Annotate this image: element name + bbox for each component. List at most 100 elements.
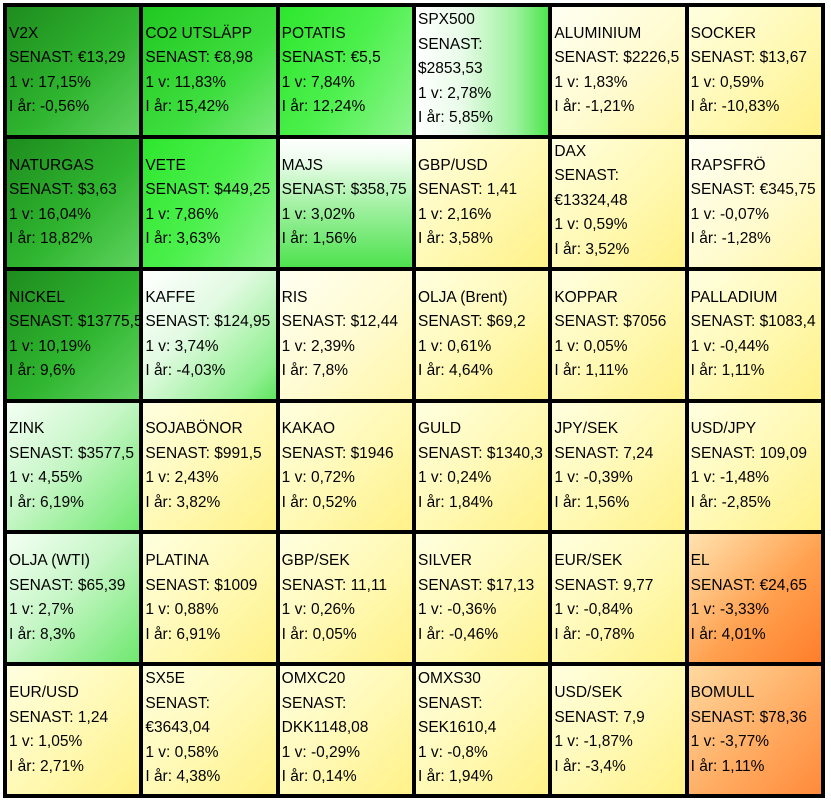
tile-week-change: 1 v: -1,48%: [690, 469, 770, 487]
tile-ytd-change: I år: 0,14%: [281, 768, 357, 786]
tile-ytd-change: I år: 4,01%: [690, 625, 766, 643]
tile-omxc20: OMXC20 SENAST: DKK1148,08 1 v: -0,29% I …: [279, 666, 412, 794]
tile-last: SENAST: €13,29: [9, 49, 126, 67]
tile-last: SENAST: $358,75: [281, 181, 407, 199]
tile-last-label: SENAST:: [145, 694, 210, 712]
tile-week-change: 1 v: 0,24%: [417, 469, 492, 487]
tile-ytd-change: I år: 8,3%: [9, 625, 76, 643]
tile-ytd-change: I år: 1,56%: [281, 230, 357, 248]
tile-last: SENAST: $17,13: [417, 576, 535, 594]
tile-name: EL: [690, 552, 710, 570]
tile-last: SENAST: 11,11: [281, 576, 388, 594]
tile-ytd-change: I år: 6,19%: [9, 493, 84, 511]
tile-spx500: SPX500 SENAST: $2853,53 1 v: 2,78% I år:…: [415, 7, 549, 135]
tile-week-change: 1 v: 17,15%: [9, 73, 91, 91]
market-heatmap-grid: V2X SENAST: €13,29 1 v: 17,15% I år: -0,…: [3, 3, 825, 798]
tile-week-change: 1 v: 7,86%: [145, 205, 219, 223]
tile-week-change: 1 v: 0,59%: [554, 216, 628, 234]
tile-ytd-change: I år: 12,24%: [281, 98, 366, 116]
tile-week-change: 1 v: -0,39%: [554, 469, 633, 487]
tile-olja-wti: OLJA (WTI) SENAST: $65,39 1 v: 2,7% I år…: [7, 534, 140, 663]
tile-ris: RIS SENAST: $12,44 1 v: 2,39% I år: 7,8%: [279, 270, 412, 399]
tile-gbp-sek: GBP/SEK SENAST: 11,11 1 v: 0,26% I år: 0…: [279, 534, 412, 663]
tile-name: ZINK: [9, 420, 45, 438]
tile-last: SENAST: $1083,4: [690, 313, 816, 331]
tile-name: OLJA (Brent): [417, 288, 508, 306]
tile-week-change: 1 v: -0,44%: [690, 337, 770, 355]
tile-last: SENAST: $2226,5: [554, 49, 680, 67]
tile-eur-usd: EUR/USD SENAST: 1,24 1 v: 1,05% I år: 2,…: [7, 666, 140, 794]
tile-week-change: 1 v: -0,29%: [281, 743, 361, 761]
tile-sx5e: SX5E SENAST: €3643,04 1 v: 0,58% I år: 4…: [143, 666, 276, 794]
tile-week-change: 1 v: -0,36%: [417, 601, 497, 619]
tile-name: OMXC20: [281, 670, 346, 688]
tile-kakao: KAKAO SENAST: $1946 1 v: 0,72% I år: 0,5…: [279, 402, 412, 531]
tile-ytd-change: I år: 1,11%: [690, 362, 765, 380]
tile-vete: VETE SENAST: $449,25 1 v: 7,86% I år: 3,…: [143, 138, 276, 267]
tile-socker: SOCKER SENAST: $13,67 1 v: 0,59% I år: -…: [688, 7, 821, 135]
tile-rapsfro: RAPSFRÖ SENAST: €345,75 1 v: -0,07% I år…: [688, 138, 821, 267]
tile-ytd-change: I år: 1,84%: [417, 493, 493, 511]
tile-ytd-change: I år: 9,6%: [9, 362, 76, 380]
tile-week-change: 1 v: 0,59%: [690, 73, 764, 91]
tile-last-label: SENAST:: [417, 694, 483, 712]
tile-name: GBP/SEK: [281, 552, 350, 570]
tile-last: SENAST: $13,67: [690, 49, 807, 67]
tile-name: SOJABÖNOR: [145, 420, 243, 438]
tile-ytd-change: I år: 3,82%: [145, 493, 221, 511]
tile-name: CO2 UTSLÄPP: [145, 24, 253, 42]
tile-week-change: 1 v: 2,39%: [281, 337, 355, 355]
tile-last: SENAST: €5,5: [281, 49, 381, 67]
tile-el: EL SENAST: €24,65 1 v: -3,33% I år: 4,01…: [688, 534, 821, 663]
tile-name: NATURGAS: [9, 156, 94, 174]
tile-name: ALUMINIUM: [554, 24, 642, 42]
tile-last: SENAST: €345,75: [690, 181, 816, 199]
tile-week-change: 1 v: -0,07%: [690, 205, 770, 223]
tile-name: GULD: [417, 420, 462, 438]
tile-name: MAJS: [281, 156, 323, 174]
tile-koppar: KOPPAR SENAST: $7056 1 v: 0,05% I år: 1,…: [552, 270, 685, 399]
tile-last: SENAST: 7,9: [554, 708, 645, 726]
tile-name: SOCKER: [690, 24, 757, 42]
tile-week-change: 1 v: 7,84%: [281, 73, 355, 91]
tile-ytd-change: I år: 6,91%: [145, 625, 221, 643]
tile-ytd-change: I år: 5,85%: [417, 109, 493, 126]
tile-name: SILVER: [417, 552, 472, 570]
tile-ytd-change: I år: 3,58%: [417, 230, 493, 248]
tile-name: SX5E: [145, 670, 185, 688]
tile-ytd-change: I år: -0,56%: [9, 98, 90, 116]
tile-name: BOMULL: [690, 684, 755, 702]
tile-name: SPX500: [417, 11, 475, 28]
tile-week-change: 1 v: 3,74%: [145, 337, 219, 355]
tile-last: SENAST: 1,41: [417, 181, 518, 199]
tile-name: OMXS30: [417, 670, 481, 688]
tile-last: SENAST: $1340,3: [417, 444, 543, 462]
tile-jpy-sek: JPY/SEK SENAST: 7,24 1 v: -0,39% I år: 1…: [552, 402, 685, 531]
tile-name: KAKAO: [281, 420, 336, 438]
tile-name: V2X: [9, 24, 39, 42]
tile-ytd-change: I år: 1,94%: [417, 768, 493, 786]
tile-last: SENAST: $69,2: [417, 313, 526, 331]
tile-name: KAFFE: [145, 288, 196, 306]
tile-eur-sek: EUR/SEK SENAST: 9,77 1 v: -0,84% I år: -…: [552, 534, 685, 663]
tile-last: SENAST: $65,39: [9, 576, 126, 594]
tile-name: USD/SEK: [554, 684, 623, 702]
tile-ytd-change: I år: 0,05%: [281, 625, 357, 643]
tile-week-change: 1 v: -3,77%: [690, 733, 770, 751]
tile-guld: GULD SENAST: $1340,3 1 v: 0,24% I år: 1,…: [415, 402, 549, 531]
tile-name: VETE: [145, 156, 186, 174]
tile-week-change: 1 v: 11,83%: [145, 73, 227, 91]
tile-ytd-change: I år: -1,28%: [690, 230, 771, 248]
tile-kaffe: KAFFE SENAST: $124,95 1 v: 3,74% I år: -…: [143, 270, 276, 399]
tile-name: USD/JPY: [690, 420, 757, 438]
tile-name: PLATINA: [145, 552, 209, 570]
tile-name: GBP/USD: [417, 156, 488, 174]
tile-week-change: 1 v: 2,16%: [417, 205, 492, 223]
tile-ytd-change: I år: 1,11%: [554, 362, 629, 380]
tile-last: SENAST: €8,98: [145, 49, 254, 67]
tile-week-change: 1 v: 10,19%: [9, 337, 91, 355]
tile-sojabonor: SOJABÖNOR SENAST: $991,5 1 v: 2,43% I år…: [143, 402, 276, 531]
tile-last-value: €3643,04: [145, 719, 210, 737]
tile-ytd-change: I år: 4,64%: [417, 362, 493, 380]
tile-aluminium: ALUMINIUM SENAST: $2226,5 1 v: 1,83% I å…: [552, 7, 685, 135]
